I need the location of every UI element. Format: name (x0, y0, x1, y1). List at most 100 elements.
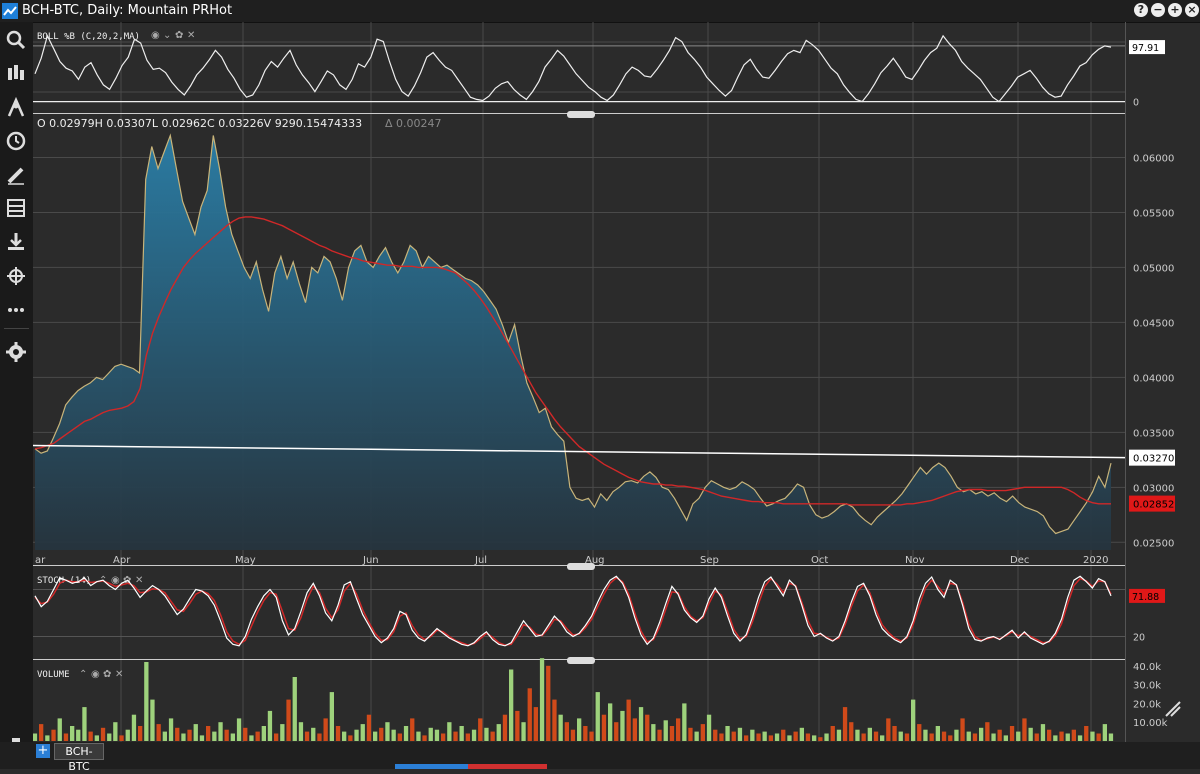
x-tick-label: May (235, 555, 256, 566)
axis-border (1125, 22, 1126, 742)
download-icon[interactable] (4, 230, 28, 254)
minimize-button[interactable]: − (1151, 3, 1165, 17)
volume-bar (335, 726, 341, 741)
volume-bar (416, 731, 421, 741)
volume-bar (286, 699, 291, 741)
chevron-up-icon[interactable]: ⌃ (79, 669, 87, 680)
x-tick-label: Jun (362, 555, 379, 566)
add-tab-button[interactable]: + (36, 743, 50, 758)
tab-bch-btc[interactable]: BCH-BTC (54, 743, 104, 773)
more-icon[interactable] (4, 298, 28, 322)
volume-bar (138, 726, 143, 741)
volume-bar (706, 714, 712, 741)
volume-bar (39, 724, 44, 741)
maximize-button[interactable]: + (1168, 3, 1182, 17)
volume-bar (280, 724, 285, 741)
volume-bar (274, 733, 279, 741)
eye-icon[interactable]: ◉ (111, 575, 120, 586)
app-logo-icon (2, 3, 18, 19)
volume-bar (119, 735, 124, 741)
volume-bar (960, 718, 965, 741)
help-button[interactable]: ? (1134, 3, 1148, 17)
price-tick-label: 0.05500 (1133, 208, 1174, 219)
volume-bar (818, 737, 823, 741)
resize-handle[interactable] (567, 657, 595, 664)
volume-bar (465, 733, 470, 741)
volume-bar (979, 727, 984, 741)
chart-area[interactable]: BOLL %B (C,20,2,MA) ◉ ⌄ ✿ ✕ 97.91 0 O 0.0… (33, 22, 1200, 742)
eye-icon[interactable]: ◉ (151, 30, 160, 41)
ma-price-badge (1129, 495, 1175, 512)
boll-tick-label: 0 (1133, 98, 1139, 109)
clock-icon[interactable] (4, 129, 28, 153)
crosshair-icon[interactable] (4, 264, 28, 288)
volume-bar (954, 729, 959, 741)
volume-bar (966, 731, 971, 741)
price-tick-label: 0.02500 (1133, 538, 1174, 549)
volume-bar (348, 735, 353, 741)
volume-bar (842, 707, 848, 741)
close-button[interactable]: × (1185, 3, 1199, 17)
gear-icon[interactable]: ✿ (103, 669, 111, 680)
x-tick-label: Dec (1010, 555, 1029, 566)
volume-series (33, 658, 1114, 741)
volume-bar (304, 731, 310, 741)
volume-bar (385, 722, 390, 741)
price-axis: 0.06000 0.05500 0.05000 0.04500 0.04000 0.035… (1129, 153, 1175, 549)
status-strip (468, 764, 547, 769)
volume-bar (292, 677, 297, 741)
volume-bar (552, 699, 557, 741)
volume-bar (558, 714, 563, 741)
current-price-label: 0.03270 (1133, 454, 1174, 465)
volume-bar (107, 733, 112, 741)
resize-handle[interactable] (567, 111, 595, 118)
volume-bar (923, 729, 928, 741)
volume-bar (502, 714, 508, 741)
volume-bar (125, 729, 130, 741)
layout-icon[interactable] (4, 196, 28, 220)
volume-bar (935, 726, 940, 741)
close-icon[interactable]: ✕ (115, 669, 123, 680)
volume-bar (70, 726, 75, 741)
volume-bar (756, 733, 761, 741)
price-mountain-area (35, 135, 1111, 550)
volume-bar (82, 707, 87, 741)
volume-bar (509, 669, 514, 741)
x-tick-label: Sep (700, 555, 719, 566)
volume-bar (849, 722, 854, 741)
volume-bar (941, 731, 947, 741)
settings-icon[interactable] (4, 340, 28, 364)
chart-type-icon[interactable] (4, 62, 28, 86)
volume-bar (360, 724, 365, 741)
volume-bar (830, 726, 835, 741)
volume-bar (812, 735, 817, 741)
close-icon[interactable]: ✕ (135, 575, 143, 586)
volume-bar (1022, 718, 1027, 741)
volume-bar (1047, 729, 1052, 741)
volume-bar (898, 731, 903, 741)
chevron-down-icon[interactable]: ⌄ (163, 30, 171, 41)
pencil-icon[interactable] (4, 163, 28, 187)
x-tick-label: Aug (585, 555, 605, 566)
close-icon[interactable]: ✕ (187, 30, 195, 41)
volume-bar (608, 703, 613, 741)
volume-bar (236, 718, 242, 741)
volume-bar (76, 729, 81, 741)
indicator-icon[interactable] (4, 96, 28, 120)
volume-bar (373, 731, 378, 741)
gear-icon[interactable]: ✿ (175, 30, 183, 41)
volume-bar (1034, 733, 1039, 741)
volume-bar (57, 718, 62, 741)
volume-bar (583, 726, 588, 741)
volume-bar (298, 722, 304, 741)
volume-bar (713, 729, 718, 741)
expand-icon[interactable] (1165, 701, 1181, 717)
resize-handle[interactable] (567, 563, 595, 570)
search-icon[interactable] (4, 28, 28, 52)
volume-bar (527, 688, 532, 741)
x-tick-label: Oct (811, 555, 828, 566)
volume-bar (218, 722, 223, 741)
eye-icon[interactable]: ◉ (91, 669, 100, 680)
volume-bar (187, 729, 192, 741)
volume-bar (1040, 724, 1046, 741)
